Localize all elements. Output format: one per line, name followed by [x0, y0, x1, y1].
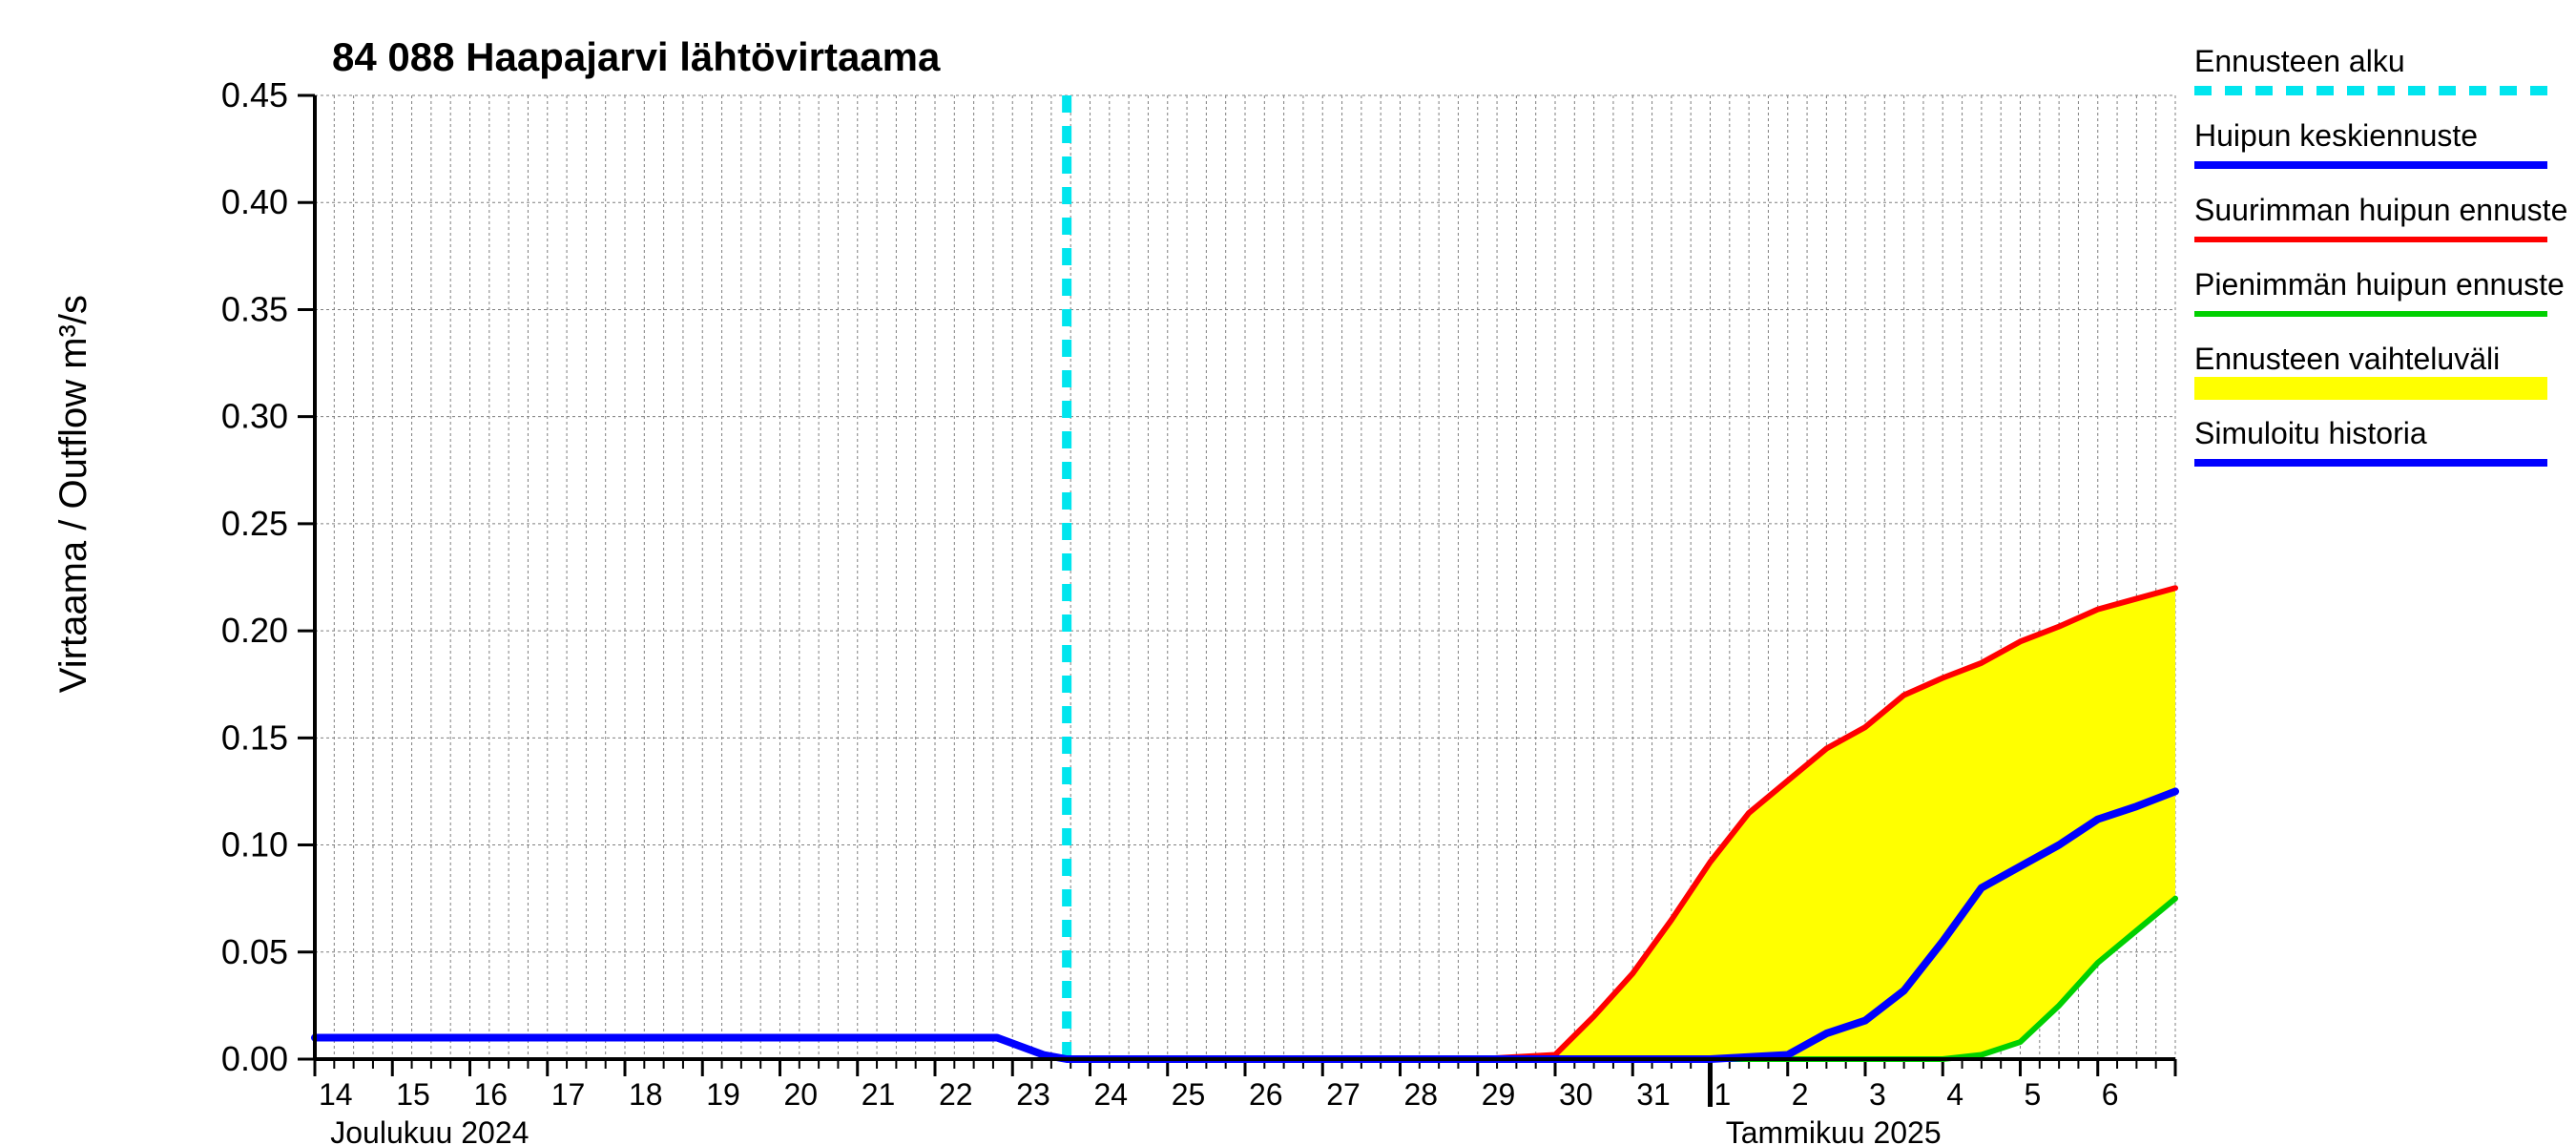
y-tick-label: 0.45: [221, 75, 288, 114]
x-tick-label: 22: [939, 1077, 973, 1112]
x-tick-label: 17: [551, 1077, 586, 1112]
y-axis-label: Virtaama / Outflow m³/s: [52, 295, 94, 693]
x-tick-label: 23: [1016, 1077, 1050, 1112]
month-label-line1: Tammikuu 2025: [1726, 1115, 1942, 1145]
x-tick-label: 26: [1249, 1077, 1283, 1112]
x-tick-label: 25: [1172, 1077, 1206, 1112]
y-tick-label: 0.15: [221, 718, 288, 757]
y-tick-label: 0.30: [221, 397, 288, 436]
x-tick-label: 21: [862, 1077, 896, 1112]
x-tick-label: 31: [1636, 1077, 1671, 1112]
x-tick-label: 2: [1792, 1077, 1809, 1112]
y-tick-label: 0.20: [221, 611, 288, 650]
x-tick-label: 3: [1869, 1077, 1886, 1112]
x-tick-label: 4: [1946, 1077, 1963, 1112]
x-tick-label: 30: [1559, 1077, 1593, 1112]
x-tick-label: 6: [2102, 1077, 2119, 1112]
x-tick-label: 29: [1482, 1077, 1516, 1112]
x-tick-label: 19: [706, 1077, 740, 1112]
month-label-line1: Joulukuu 2024: [330, 1115, 529, 1145]
legend-label: Simuloitu historia: [2194, 416, 2427, 450]
x-tick-label: 18: [629, 1077, 663, 1112]
x-tick-label: 27: [1326, 1077, 1361, 1112]
x-tick-label: 16: [474, 1077, 509, 1112]
x-tick-label: 20: [784, 1077, 819, 1112]
legend-label: Ennusteen vaihteluväli: [2194, 342, 2500, 376]
outflow-forecast-chart: 0.00 0.05 0.10 0.15 0.20 0.25 0.30 0.35 0.40 0.45…: [0, 0, 2576, 1145]
y-tick-label: 0.05: [221, 932, 288, 971]
x-tick-label: 28: [1404, 1077, 1439, 1112]
y-tick-label: 0.35: [221, 289, 288, 328]
legend-label: Ennusteen alku: [2194, 44, 2405, 78]
legend-label: Huipun keskiennuste: [2194, 118, 2478, 153]
x-tick-label: 24: [1094, 1077, 1129, 1112]
legend-label: Pienimmän huipun ennuste: [2194, 267, 2565, 302]
y-tick-label: 0.40: [221, 182, 288, 221]
y-tick-label: 0.00: [221, 1039, 288, 1078]
x-tick-label: 15: [396, 1077, 430, 1112]
chart-svg: 0.00 0.05 0.10 0.15 0.20 0.25 0.30 0.35 0.40 0.45…: [0, 0, 2576, 1145]
x-tick-label: 1: [1714, 1077, 1732, 1112]
legend-label: Suurimman huipun ennuste: [2194, 193, 2567, 227]
y-tick-label: 0.10: [221, 825, 288, 864]
chart-title: 84 088 Haapajarvi lähtövirtaama: [332, 34, 941, 79]
x-tick-label: 5: [2025, 1077, 2042, 1112]
x-tick-label: 14: [319, 1077, 353, 1112]
y-tick-label: 0.25: [221, 504, 288, 543]
